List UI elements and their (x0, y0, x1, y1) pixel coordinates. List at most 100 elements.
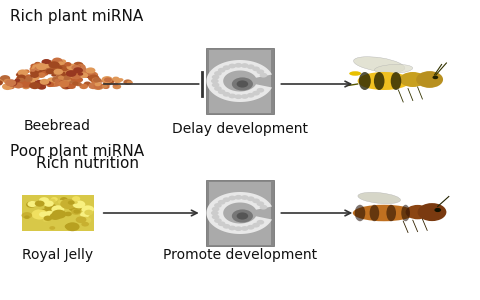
Circle shape (82, 205, 94, 213)
Circle shape (103, 78, 114, 85)
Ellipse shape (353, 205, 415, 221)
Circle shape (98, 80, 103, 83)
Circle shape (5, 80, 16, 86)
Circle shape (60, 72, 67, 76)
Circle shape (51, 197, 58, 202)
Circle shape (13, 83, 23, 88)
Circle shape (41, 71, 49, 76)
Polygon shape (206, 60, 272, 102)
Ellipse shape (399, 72, 426, 87)
Circle shape (76, 64, 85, 70)
Text: Rich nutrition: Rich nutrition (36, 156, 139, 171)
Circle shape (44, 216, 52, 221)
Circle shape (22, 84, 30, 89)
Circle shape (35, 81, 46, 88)
Circle shape (212, 207, 219, 212)
Circle shape (48, 61, 60, 68)
Ellipse shape (386, 205, 396, 221)
Circle shape (17, 72, 23, 76)
Ellipse shape (374, 64, 413, 74)
Circle shape (223, 197, 230, 202)
Circle shape (76, 216, 86, 223)
Circle shape (35, 71, 43, 76)
Circle shape (37, 70, 48, 76)
Circle shape (218, 89, 226, 94)
Circle shape (26, 201, 36, 208)
Circle shape (72, 74, 81, 79)
Circle shape (30, 73, 39, 78)
Circle shape (52, 63, 63, 70)
Circle shape (35, 200, 45, 207)
Circle shape (235, 63, 242, 68)
Circle shape (123, 80, 132, 85)
Circle shape (24, 69, 30, 74)
Circle shape (112, 76, 120, 81)
Circle shape (35, 63, 42, 67)
Circle shape (64, 68, 71, 72)
Circle shape (237, 80, 248, 88)
Circle shape (232, 77, 253, 91)
Circle shape (48, 82, 55, 87)
Circle shape (2, 77, 8, 82)
Circle shape (252, 67, 260, 71)
Circle shape (53, 69, 62, 75)
Circle shape (35, 66, 43, 71)
Circle shape (71, 83, 76, 86)
Circle shape (94, 85, 99, 88)
Circle shape (235, 195, 242, 200)
Circle shape (34, 62, 41, 66)
Circle shape (58, 66, 67, 71)
Circle shape (232, 209, 253, 223)
Circle shape (53, 68, 62, 74)
Circle shape (112, 82, 119, 86)
Circle shape (228, 94, 236, 98)
Circle shape (80, 212, 90, 218)
Circle shape (7, 85, 15, 89)
Circle shape (55, 79, 65, 84)
Circle shape (20, 81, 32, 88)
Circle shape (35, 69, 44, 75)
Circle shape (87, 72, 98, 78)
Circle shape (72, 65, 81, 70)
Circle shape (46, 68, 55, 74)
Circle shape (247, 196, 254, 201)
Circle shape (39, 197, 49, 204)
Circle shape (63, 83, 70, 87)
Circle shape (223, 65, 230, 70)
Circle shape (247, 64, 254, 69)
Circle shape (56, 75, 62, 79)
Circle shape (212, 75, 219, 80)
Circle shape (37, 72, 46, 78)
Circle shape (16, 73, 23, 77)
Ellipse shape (358, 192, 400, 204)
Circle shape (58, 76, 64, 80)
Circle shape (84, 210, 93, 215)
Circle shape (71, 208, 81, 215)
Circle shape (56, 71, 66, 77)
Circle shape (64, 84, 73, 89)
Circle shape (44, 64, 51, 68)
Circle shape (52, 76, 63, 83)
Circle shape (23, 82, 32, 88)
Circle shape (102, 85, 108, 88)
Circle shape (58, 80, 70, 87)
Circle shape (114, 78, 121, 83)
Ellipse shape (391, 72, 401, 90)
Circle shape (72, 68, 81, 73)
Circle shape (218, 68, 226, 73)
Circle shape (81, 70, 87, 74)
Circle shape (35, 73, 42, 77)
Circle shape (218, 200, 226, 205)
Circle shape (28, 78, 36, 83)
Circle shape (58, 66, 62, 69)
Circle shape (81, 222, 89, 226)
Circle shape (93, 83, 104, 90)
Circle shape (63, 75, 68, 78)
Circle shape (48, 199, 56, 203)
Ellipse shape (355, 205, 365, 221)
Circle shape (102, 76, 113, 83)
Circle shape (0, 79, 3, 85)
Bar (209, 182, 271, 244)
Circle shape (36, 63, 48, 70)
Circle shape (68, 66, 78, 72)
